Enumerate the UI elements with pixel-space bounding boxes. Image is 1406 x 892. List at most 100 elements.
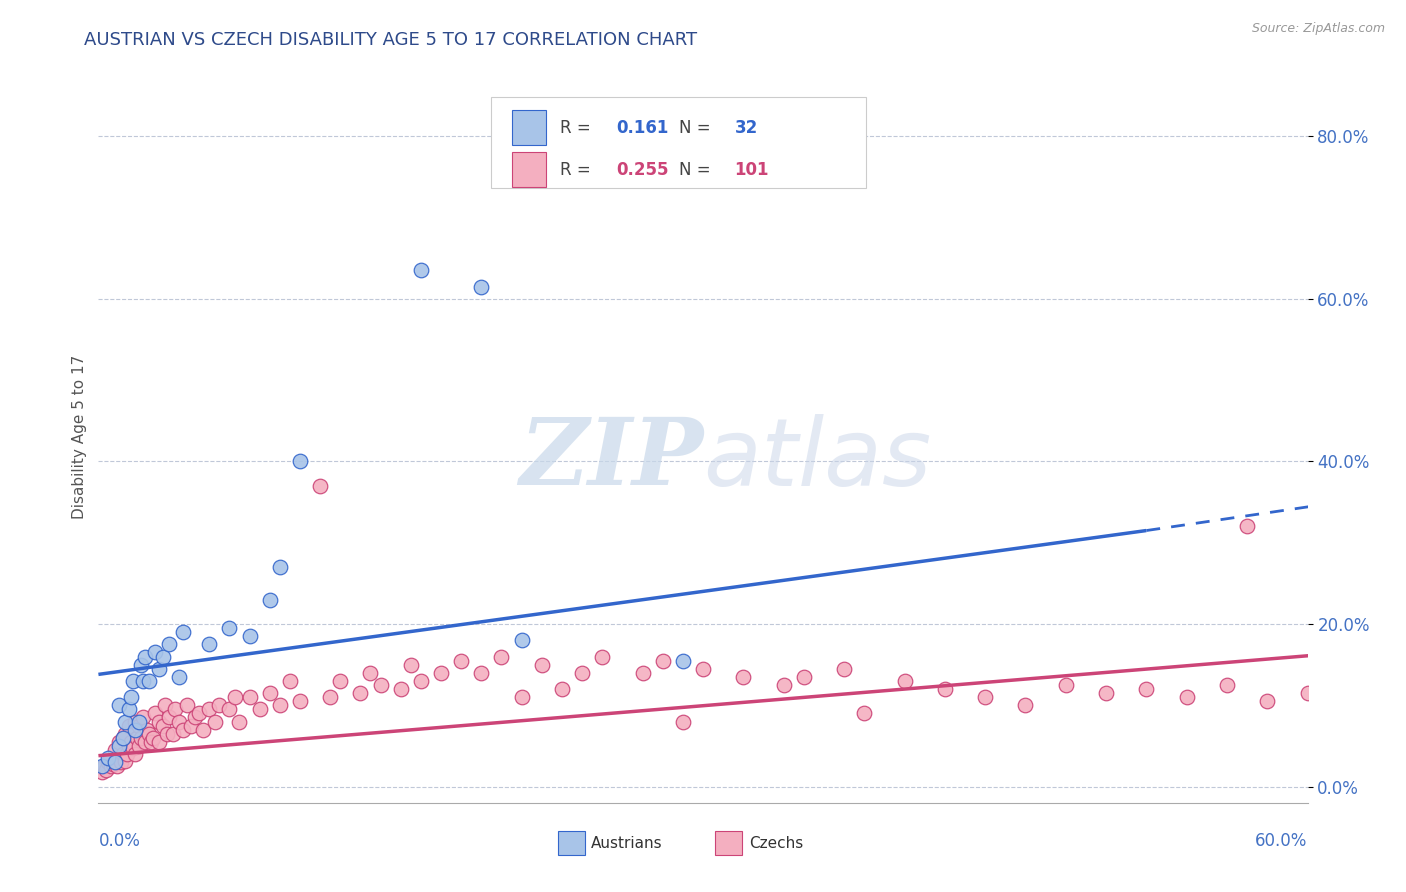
Point [152,649,174,664]
Point [692,662,714,676]
Point [96,764,118,778]
Point [121,673,143,688]
Point [125,731,148,745]
Point [91,759,114,773]
Text: N =: N = [679,161,716,178]
Point [772,678,794,692]
Point [134,649,156,664]
Point [450,654,472,668]
Point [1175,690,1198,705]
Point [118,702,141,716]
Point [510,690,533,705]
Point [138,727,160,741]
Point [733,670,755,684]
Point [510,633,533,648]
Point [107,739,129,753]
Point [571,665,593,680]
Point [138,673,160,688]
Text: 0.0%: 0.0% [98,832,141,850]
Point [128,714,150,729]
Point [399,657,422,672]
Text: Source: ZipAtlas.com: Source: ZipAtlas.com [1251,22,1385,36]
Point [288,694,311,708]
Point [269,560,291,574]
Point [278,673,301,688]
Text: 60.0%: 60.0% [1256,832,1308,850]
Point [329,673,352,688]
Text: 0.255: 0.255 [616,161,668,178]
Point [143,645,166,659]
Bar [558,831,585,855]
Point [259,686,281,700]
FancyBboxPatch shape [492,97,866,188]
Point [148,714,170,729]
Point [631,665,654,680]
Text: ZIP: ZIP [519,414,703,504]
Point [409,673,432,688]
Point [107,735,129,749]
Point [172,723,194,737]
Point [184,710,207,724]
Point [218,702,240,716]
Point [103,755,125,769]
Text: 101: 101 [734,161,769,178]
Bar [512,152,546,187]
Point [491,649,513,664]
Point [167,714,190,729]
Point [551,681,574,696]
Point [148,735,170,749]
Point [1236,519,1258,533]
Point [157,710,180,724]
Point [193,723,215,737]
Point [103,755,125,769]
Point [188,706,211,721]
Text: 32: 32 [734,119,758,136]
Point [111,731,134,745]
Point [204,714,226,729]
Point [360,665,382,680]
Point [470,665,492,680]
Point [105,759,128,773]
Point [132,710,155,724]
Point [129,657,152,672]
Point [124,714,146,729]
Point [153,698,176,713]
Point [853,706,876,721]
Point [101,756,124,771]
Point [128,718,150,732]
Point [91,764,114,779]
Point [259,592,281,607]
Point [1296,686,1319,700]
Text: Austrians: Austrians [591,836,662,851]
Point [114,727,136,741]
Point [124,723,146,737]
Point [167,670,190,684]
Point [143,706,166,721]
Point [934,681,956,696]
Point [208,698,231,713]
Point [139,735,162,749]
Point [162,727,184,741]
Bar [716,831,742,855]
Point [389,681,412,696]
Point [128,739,150,753]
Point [370,678,392,692]
Point [1135,681,1157,696]
Point [319,690,342,705]
Y-axis label: Disability Age 5 to 17: Disability Age 5 to 17 [72,355,87,519]
Point [118,718,141,732]
Point [114,714,136,729]
Point [228,714,250,729]
Point [111,747,134,761]
Point [974,690,997,705]
Point [103,743,125,757]
Point [111,731,134,745]
Text: R =: R = [561,161,596,178]
Point [93,759,115,773]
Point [114,754,136,768]
Point [163,702,186,716]
Point [349,686,371,700]
Point [156,727,179,741]
Point [832,662,855,676]
Point [409,263,432,277]
